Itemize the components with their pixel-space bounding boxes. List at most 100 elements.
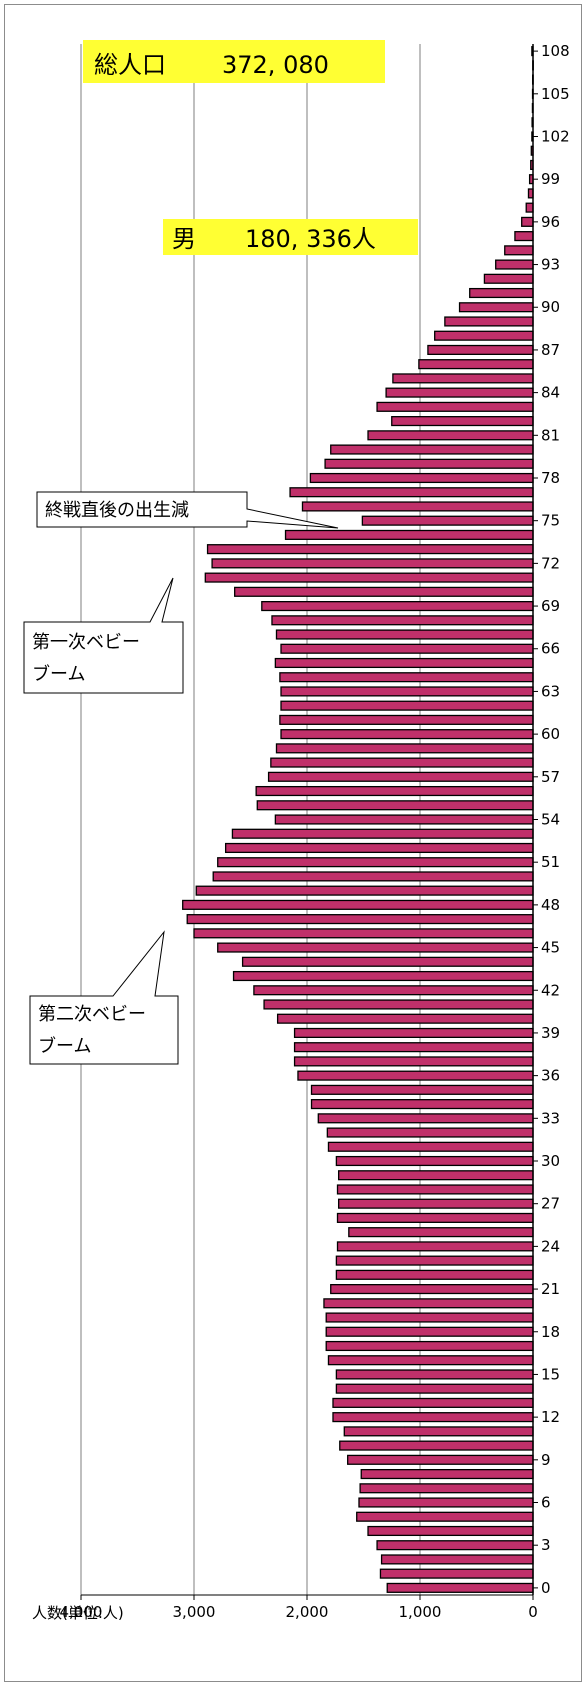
bar-age-64 bbox=[279, 672, 534, 683]
age-tick-label: 93 bbox=[541, 256, 560, 274]
bar-age-35 bbox=[310, 1084, 534, 1095]
bar-age-48 bbox=[182, 899, 534, 910]
age-tick-label: 45 bbox=[541, 939, 560, 957]
x-tick-label: 4,000 bbox=[60, 1603, 103, 1621]
age-tick-label: 18 bbox=[541, 1323, 560, 1341]
bar-age-51 bbox=[217, 857, 534, 868]
age-tick-label: 63 bbox=[541, 682, 560, 700]
bar-age-59 bbox=[275, 743, 534, 754]
bar-age-15 bbox=[335, 1369, 534, 1380]
bar-age-82 bbox=[391, 416, 534, 427]
first-baby-boom-callout-box bbox=[23, 577, 184, 694]
age-tick-label: 15 bbox=[541, 1365, 560, 1383]
bar-age-6 bbox=[358, 1497, 534, 1508]
age-tick-label: 78 bbox=[541, 469, 560, 487]
age-tick-label: 57 bbox=[541, 768, 560, 786]
age-tick-label: 60 bbox=[541, 725, 560, 743]
bar-age-97 bbox=[525, 202, 534, 213]
bar-age-60 bbox=[280, 729, 534, 740]
age-tick-label: 96 bbox=[541, 213, 560, 231]
age-tick-label: 84 bbox=[541, 384, 560, 402]
bar-age-86 bbox=[418, 359, 534, 370]
bar-age-52 bbox=[224, 842, 534, 854]
bar-age-40 bbox=[276, 1013, 534, 1024]
age-tick-label: 24 bbox=[541, 1237, 560, 1255]
age-tick-label: 6 bbox=[541, 1494, 551, 1512]
bar-age-4 bbox=[367, 1525, 534, 1537]
age-tick-label: 105 bbox=[541, 85, 570, 103]
x-axis-title: 人数(単位:人) bbox=[32, 1604, 124, 1622]
bar-age-66 bbox=[280, 643, 534, 654]
x-tick-label: 3,000 bbox=[173, 1603, 216, 1621]
age-ticks: 0369121518212427303336394245485154576063… bbox=[533, 42, 570, 1597]
age-tick-label: 99 bbox=[541, 170, 560, 188]
bar-age-37 bbox=[293, 1056, 534, 1067]
bar-age-12 bbox=[332, 1412, 534, 1423]
bar-age-42 bbox=[253, 985, 534, 996]
bar-age-93 bbox=[495, 259, 534, 270]
age-tick-label: 54 bbox=[541, 811, 560, 829]
bar-age-88 bbox=[434, 330, 534, 341]
bar-age-0 bbox=[386, 1582, 534, 1593]
age-tick-label: 69 bbox=[541, 597, 560, 615]
bar-age-56 bbox=[255, 785, 534, 797]
bar-age-5 bbox=[356, 1511, 534, 1522]
first-baby-boom-callout-line1: 第一次ベビー bbox=[32, 632, 140, 653]
bar-age-89 bbox=[444, 316, 534, 327]
bar-age-29 bbox=[337, 1170, 534, 1181]
bar-age-25 bbox=[348, 1227, 534, 1238]
bar-age-96 bbox=[521, 216, 534, 227]
second-baby-boom-callout-box bbox=[29, 930, 179, 1065]
bar-age-84 bbox=[385, 387, 534, 398]
age-tick-label: 102 bbox=[541, 127, 570, 145]
second-baby-boom-callout-line1: 第二次ベビー bbox=[38, 1004, 146, 1025]
bar-age-55 bbox=[256, 800, 534, 811]
bar-age-94 bbox=[504, 245, 534, 256]
bar-age-87 bbox=[427, 344, 534, 355]
bar-age-20 bbox=[323, 1298, 534, 1309]
bar-age-45 bbox=[217, 942, 534, 953]
age-tick-label: 72 bbox=[541, 554, 560, 572]
age-tick-label: 90 bbox=[541, 298, 560, 316]
age-tick-label: 33 bbox=[541, 1109, 560, 1127]
male-population-highlight bbox=[163, 219, 418, 255]
bar-age-46 bbox=[193, 928, 534, 939]
bar-age-49 bbox=[195, 885, 534, 896]
age-tick-label: 81 bbox=[541, 426, 560, 444]
bar-age-8 bbox=[360, 1468, 534, 1480]
bar-age-63 bbox=[280, 686, 534, 697]
age-tick-label: 42 bbox=[541, 981, 560, 999]
bar-age-26 bbox=[336, 1212, 534, 1223]
age-tick-label: 39 bbox=[541, 1024, 560, 1042]
chart-frame bbox=[4, 4, 582, 1682]
x-tick-label: 2,000 bbox=[286, 1603, 329, 1621]
bars bbox=[182, 46, 534, 1593]
bar-age-73 bbox=[206, 544, 534, 555]
age-tick-label: 12 bbox=[541, 1408, 560, 1426]
bar-age-11 bbox=[343, 1426, 534, 1437]
bar-age-28 bbox=[336, 1184, 534, 1195]
bar-age-68 bbox=[271, 615, 534, 626]
bar-age-53 bbox=[231, 828, 534, 839]
bar-age-43 bbox=[232, 970, 534, 982]
total-population-value: 372, 080 bbox=[222, 51, 329, 79]
first-baby-boom-callout-line2: ブーム bbox=[32, 663, 85, 685]
bar-age-34 bbox=[310, 1099, 534, 1110]
age-tick-label: 9 bbox=[541, 1451, 551, 1469]
bar-age-41 bbox=[263, 999, 534, 1010]
bar-age-1 bbox=[379, 1568, 534, 1579]
bar-age-7 bbox=[359, 1483, 534, 1494]
bar-age-13 bbox=[332, 1397, 534, 1408]
bar-age-65 bbox=[274, 657, 534, 669]
bar-age-32 bbox=[326, 1127, 534, 1138]
bar-age-23 bbox=[335, 1255, 534, 1266]
bar-age-50 bbox=[212, 871, 534, 882]
second-baby-boom-callout-line2: ブーム bbox=[38, 1035, 91, 1057]
bar-age-62 bbox=[280, 700, 534, 711]
age-tick-label: 108 bbox=[541, 42, 570, 60]
bar-age-36 bbox=[297, 1070, 534, 1081]
age-tick-label: 48 bbox=[541, 896, 560, 914]
bar-age-9 bbox=[347, 1454, 534, 1465]
bar-age-57 bbox=[267, 771, 534, 782]
bar-age-33 bbox=[317, 1113, 534, 1124]
